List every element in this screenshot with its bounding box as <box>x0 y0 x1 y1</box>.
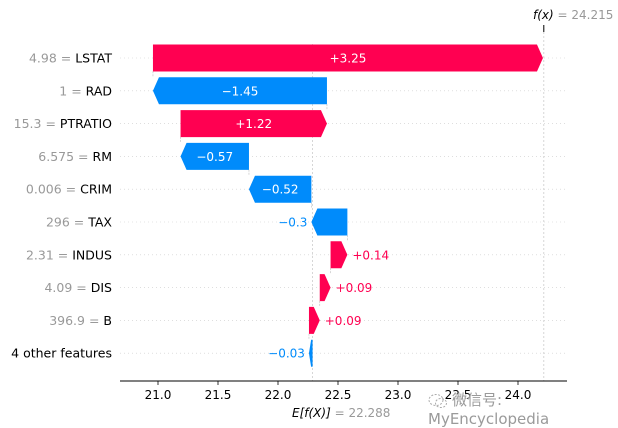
feature-label: 6.575 = RM <box>38 149 112 164</box>
negative-bar-crim <box>248 175 312 203</box>
watermark: 微信号: MyEncyclopedia <box>428 389 618 428</box>
positive-bar-indus <box>330 241 348 269</box>
bar-value-label: −1.45 <box>222 84 259 98</box>
x-tick-label: 21.5 <box>205 388 232 402</box>
x-tick-label: 22.0 <box>265 388 292 402</box>
feature-label: 4.09 = DIS <box>44 280 112 295</box>
bar-value-label: −0.3 <box>278 216 307 230</box>
x-tick-label: 24.0 <box>505 388 532 402</box>
feature-label: 15.3 = PTRATIO <box>14 116 113 131</box>
bar-value-label: −0.57 <box>196 150 233 164</box>
bar-value-label: +0.09 <box>325 314 362 328</box>
x-tick-label: 23.5 <box>445 388 472 402</box>
wechat-icon <box>428 393 447 408</box>
x-tick-label: 23.0 <box>385 388 412 402</box>
positive-bar-ptratio <box>180 110 327 138</box>
bars: +3.25 −1.45 +1.22 −0.57 −0.52 −0.3 +0.14 +0.09 +… <box>152 44 543 367</box>
positive-bar-b <box>308 306 320 334</box>
feature-label: 296 = TAX <box>46 215 112 230</box>
negative-bar-rad <box>152 77 327 105</box>
output-value-label: f(x) = 24.215 <box>533 8 613 22</box>
x-axis: 21.0 21.5 22.0 22.5 23.0 23.5 24.0 <box>120 380 567 402</box>
bar-value-label: +0.14 <box>352 248 389 262</box>
feature-label: 4 other features <box>11 346 112 361</box>
bar-value-label: −0.52 <box>262 183 299 197</box>
bar-value-label: +0.09 <box>336 281 373 295</box>
feature-labels: 4.98 = LSTAT 1 = RAD 15.3 = PTRATIO 6.575 =… <box>11 51 112 361</box>
feature-label: 396.9 = B <box>49 313 112 328</box>
feature-label: 1 = RAD <box>59 83 112 98</box>
bar-value-label: +1.22 <box>235 117 272 131</box>
feature-label: 2.31 = INDUS <box>26 247 112 262</box>
negative-bar-tax <box>311 208 348 236</box>
base-value-label: E[f(X)] = 22.288 <box>292 406 390 420</box>
bar-value-label: +3.25 <box>330 52 367 66</box>
feature-label: 0.006 = CRIM <box>26 182 112 197</box>
x-tick-label: 21.0 <box>145 388 172 402</box>
watermark-text: 微信号: MyEncyclopedia <box>428 391 550 428</box>
negative-bar-4-other-features <box>308 339 313 367</box>
positive-bar-lstat <box>152 44 543 72</box>
x-tick-label: 22.5 <box>325 388 352 402</box>
feature-label: 4.98 = LSTAT <box>29 51 112 66</box>
positive-bar-dis <box>319 274 331 302</box>
negative-bar-rm <box>180 142 249 170</box>
bar-value-label: −0.03 <box>268 347 305 361</box>
